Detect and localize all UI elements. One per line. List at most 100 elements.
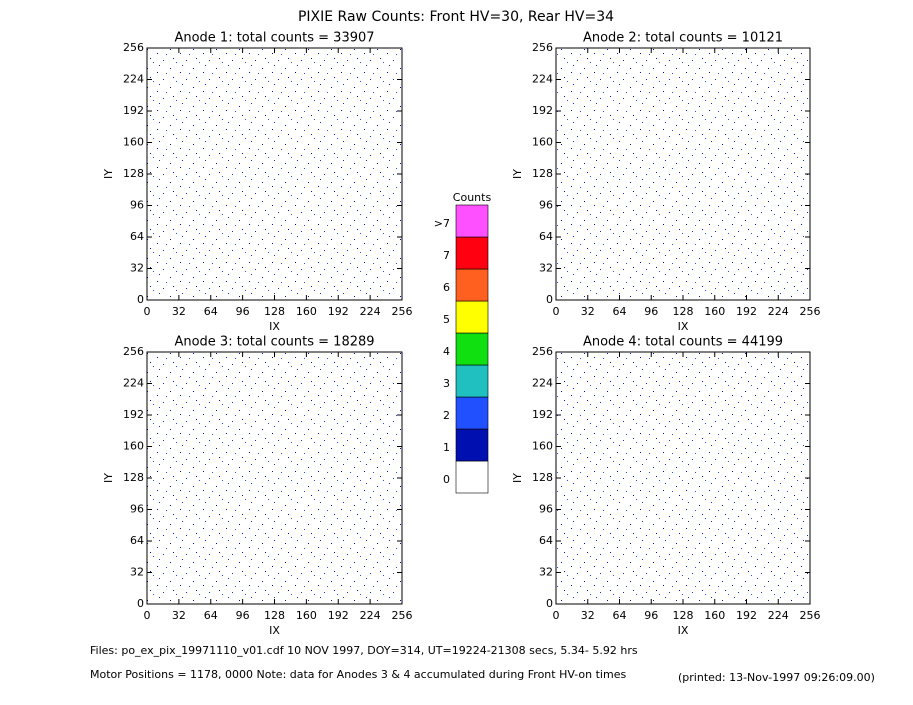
y-tick-label: 64 [539,534,553,547]
plot-area [555,47,811,301]
x-axis-label: IX [678,624,689,637]
x-tick-label: 224 [360,609,381,622]
y-tick-label: 256 [123,345,144,358]
y-tick-label: 32 [130,262,144,275]
x-axis-label: IX [269,320,280,333]
colorbar-label: >7 [434,217,450,230]
x-tick-label: 64 [613,609,627,622]
panel-title: Anode 1: total counts = 33907 [174,31,374,46]
colorbar-box [455,300,489,334]
x-tick-label: 32 [172,609,186,622]
colorbar-box [455,396,489,430]
y-tick-label: 0 [546,597,553,610]
footer-files: Files: po_ex_pix_19971110_v01.cdf 10 NOV… [90,644,638,657]
x-tick-label: 64 [613,305,627,318]
y-tick-label: 192 [532,408,553,421]
x-tick-label: 64 [204,609,218,622]
y-tick-label: 224 [123,377,144,390]
y-tick-label: 0 [137,597,144,610]
y-tick-label: 32 [539,566,553,579]
y-tick-label: 128 [532,167,553,180]
x-tick-label: 96 [644,305,658,318]
colorbar-label: 2 [443,409,450,422]
x-tick-label: 256 [800,305,821,318]
y-tick-label: 224 [123,73,144,86]
figure-title: PIXIE Raw Counts: Front HV=30, Rear HV=3… [298,9,614,25]
x-tick-label: 0 [144,305,151,318]
y-tick-label: 192 [532,104,553,117]
x-tick-label: 32 [172,305,186,318]
panel-title: Anode 3: total counts = 18289 [174,335,374,350]
colorbar-box [455,204,489,238]
x-tick-label: 32 [581,609,595,622]
colorbar-box [455,428,489,462]
y-tick-label: 0 [137,293,144,306]
x-tick-label: 256 [800,609,821,622]
y-axis-label: IY [511,169,524,179]
x-tick-label: 160 [296,305,317,318]
colorbar-box [455,460,489,494]
x-tick-label: 0 [553,305,560,318]
y-tick-label: 224 [532,377,553,390]
x-tick-label: 256 [392,305,413,318]
x-tick-label: 128 [673,609,694,622]
colorbar-box [455,364,489,398]
colorbar-label: 4 [443,345,450,358]
x-tick-label: 192 [328,305,349,318]
y-tick-label: 224 [532,73,553,86]
colorbar-title: Counts [453,191,492,204]
y-tick-label: 0 [546,293,553,306]
x-tick-label: 128 [264,305,285,318]
y-tick-label: 256 [123,41,144,54]
y-tick-label: 160 [532,136,553,149]
y-tick-label: 192 [123,104,144,117]
y-tick-label: 96 [539,503,553,516]
x-tick-label: 192 [736,609,757,622]
y-tick-label: 64 [130,230,144,243]
y-tick-label: 96 [130,199,144,212]
plot-area [146,351,403,605]
footer-motor: Motor Positions = 1178, 0000 Note: data … [90,668,626,681]
footer-printed: (printed: 13-Nov-1997 09:26:09.00) [678,671,875,684]
x-axis-label: IX [269,624,280,637]
y-tick-label: 32 [539,262,553,275]
x-tick-label: 192 [328,609,349,622]
colorbar-label: 0 [443,473,450,486]
colorbar-label: 7 [443,249,450,262]
panel-title: Anode 4: total counts = 44199 [583,335,783,350]
y-tick-label: 64 [130,534,144,547]
y-tick-label: 128 [123,167,144,180]
y-axis-label: IY [511,473,524,483]
x-tick-label: 224 [360,305,381,318]
colorbar-label: 6 [443,281,450,294]
y-tick-label: 256 [532,41,553,54]
y-tick-label: 192 [123,408,144,421]
x-tick-label: 96 [236,305,250,318]
y-tick-label: 160 [123,440,144,453]
x-tick-label: 0 [553,609,560,622]
colorbar-box [455,268,489,302]
plot-area [146,47,403,301]
x-tick-label: 64 [204,305,218,318]
y-axis-label: IY [102,473,115,483]
colorbar-label: 3 [443,377,450,390]
x-tick-label: 160 [704,305,725,318]
y-tick-label: 128 [532,471,553,484]
x-tick-label: 224 [768,609,789,622]
colorbar-box [455,332,489,366]
x-tick-label: 128 [673,305,694,318]
x-tick-label: 160 [704,609,725,622]
x-tick-label: 128 [264,609,285,622]
y-tick-label: 64 [539,230,553,243]
x-tick-label: 32 [581,305,595,318]
x-tick-label: 160 [296,609,317,622]
x-tick-label: 224 [768,305,789,318]
x-tick-label: 192 [736,305,757,318]
colorbar-label: 1 [443,441,450,454]
y-axis-label: IY [102,169,115,179]
x-tick-label: 96 [236,609,250,622]
x-axis-label: IX [678,320,689,333]
y-tick-label: 256 [532,345,553,358]
